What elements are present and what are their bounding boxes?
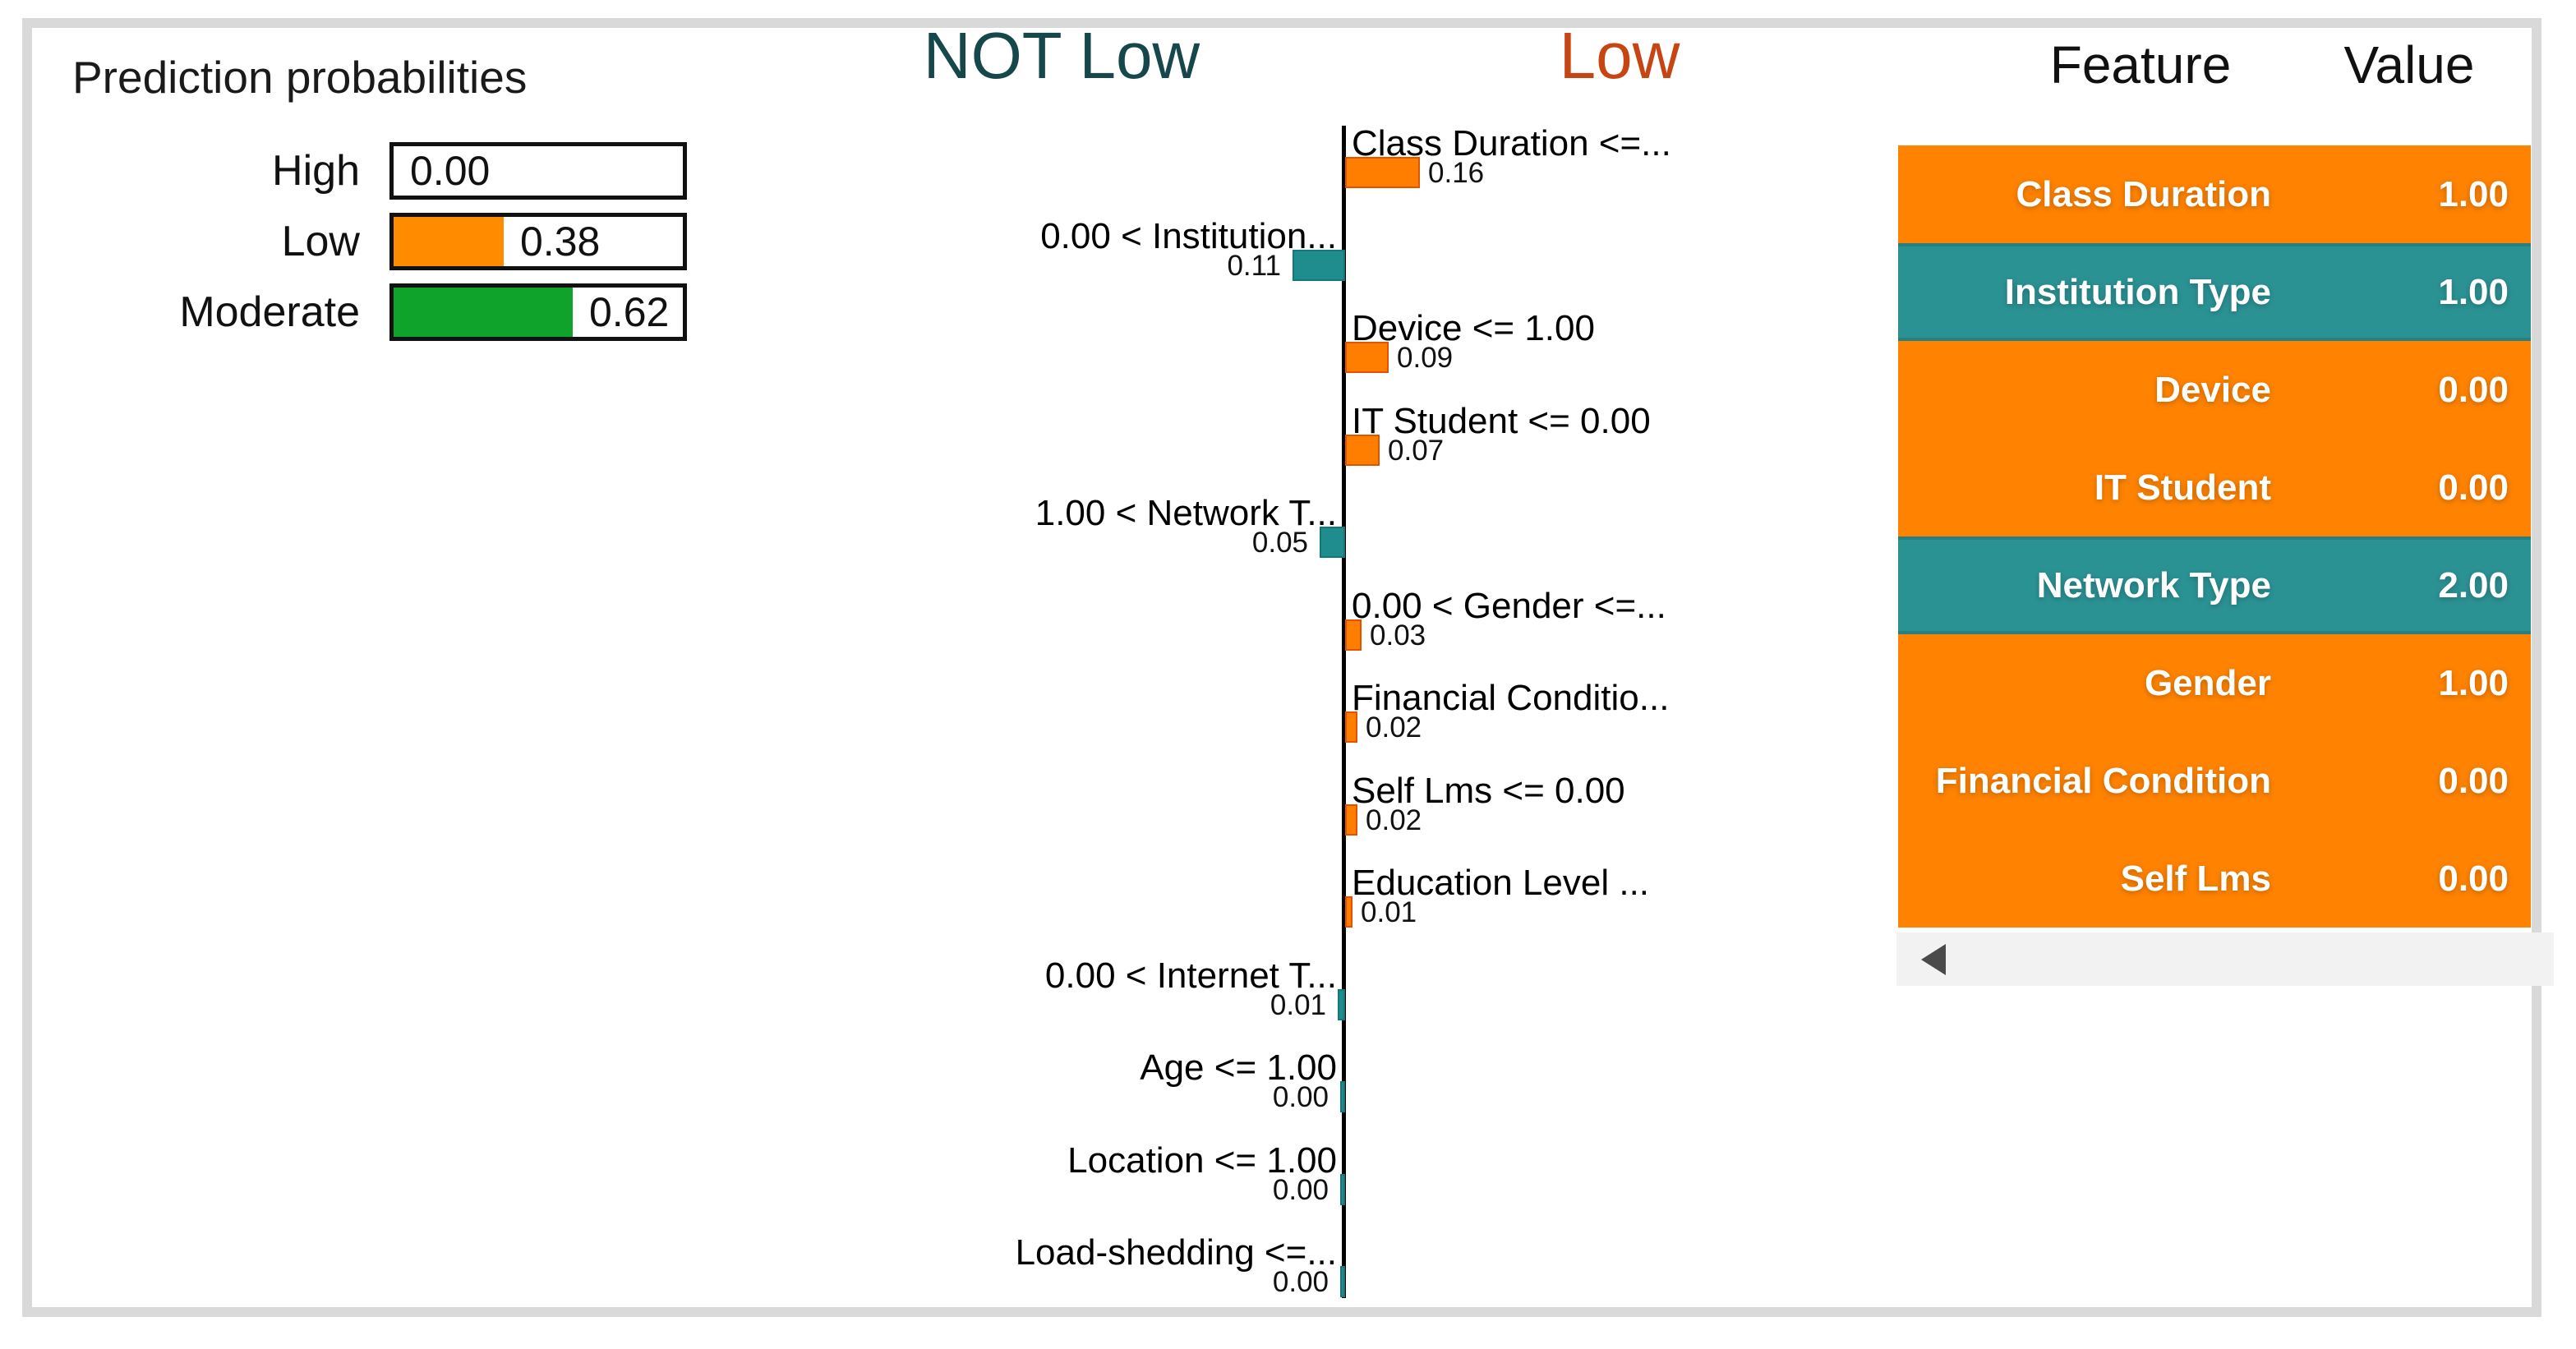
contribution-bar-not-low <box>1338 988 1345 1020</box>
contribution-bar-low <box>1345 803 1357 836</box>
contribution-value: 0.02 <box>1366 803 1422 836</box>
table-feature-name: Financial Condition <box>1935 760 2271 801</box>
feature-column-header: Feature <box>2049 35 2232 94</box>
feature-rule-label: Age <= 1.00 <box>1140 1047 1337 1088</box>
feature-rule-label: 0.00 < Gender <=... <box>1352 585 1666 626</box>
contribution-value: 0.03 <box>1370 619 1426 651</box>
prediction-probabilities-title: Prediction probabilities <box>72 52 528 103</box>
feature-rule-label: IT Student <= 0.00 <box>1352 400 1651 441</box>
table-feature-value: 0.00 <box>2438 467 2509 508</box>
contribution-value: 0.00 <box>1272 1081 1329 1113</box>
probability-row-low: Low 0.38 <box>0 213 740 270</box>
probability-label: Low <box>281 218 360 265</box>
table-feature-value: 2.00 <box>2438 564 2509 605</box>
contribution-bar-low <box>1345 157 1420 188</box>
probability-value: 0.00 <box>410 148 491 194</box>
probability-row-moderate: Moderate 0.62 <box>0 283 740 341</box>
probability-label: High <box>272 147 360 195</box>
table-row: Financial Condition 0.00 <box>1898 732 2531 830</box>
contribution-value: 0.00 <box>1272 1173 1329 1206</box>
contribution-bar-low <box>1345 619 1362 651</box>
contribution-value: 0.07 <box>1388 434 1445 467</box>
table-feature-name: Network Type <box>2036 564 2271 605</box>
table-row: Institution Type 1.00 <box>1898 243 2531 341</box>
chart-axis-line <box>1342 126 1346 1298</box>
class-header-not-low: NOT Low <box>923 19 1200 92</box>
contribution-value: 0.11 <box>1227 249 1281 282</box>
table-feature-value: 0.00 <box>2438 858 2509 899</box>
table-row: IT Student 0.00 <box>1898 439 2531 536</box>
table-row: Gender 1.00 <box>1898 634 2531 732</box>
table-feature-value: 1.00 <box>2438 173 2509 214</box>
probability-value: 0.62 <box>589 289 670 335</box>
table-feature-value: 1.00 <box>2438 271 2509 312</box>
table-row: Class Duration 1.00 <box>1898 145 2531 243</box>
table-feature-name: Class Duration <box>2016 173 2271 214</box>
probability-bar-fill <box>394 288 573 337</box>
feature-rule-label: Class Duration <=... <box>1352 123 1671 163</box>
table-row: Network Type 2.00 <box>1898 536 2531 634</box>
table-feature-name: Device <box>2154 369 2271 410</box>
probability-value: 0.38 <box>520 219 601 265</box>
feature-rule-label: 1.00 < Network T... <box>1035 493 1337 533</box>
feature-rule-label: Self Lms <= 0.00 <box>1352 770 1625 811</box>
table-feature-name: Gender <box>2144 662 2271 703</box>
scrollbar-left-arrow-icon[interactable] <box>1921 943 1946 975</box>
table-feature-name: Institution Type <box>2004 271 2271 312</box>
contribution-bar-not-low <box>1293 249 1345 281</box>
contribution-value: 0.00 <box>1272 1266 1329 1298</box>
feature-rule-label: 0.00 < Internet T... <box>1044 955 1337 996</box>
contribution-bar-low <box>1345 342 1389 373</box>
probability-label: Moderate <box>179 288 360 336</box>
contribution-value: 0.02 <box>1366 711 1422 744</box>
feature-value-table: Class Duration 1.00 Institution Type 1.00 De… <box>1898 145 2531 928</box>
probability-bar: 0.62 <box>389 283 687 341</box>
value-column-header: Value <box>2343 35 2475 94</box>
contribution-bar-low <box>1345 434 1380 466</box>
feature-rule-label: Financial Conditio... <box>1352 678 1670 718</box>
contribution-value: 0.16 <box>1428 157 1485 189</box>
table-row: Self Lms 0.00 <box>1898 830 2531 928</box>
table-feature-value: 1.00 <box>2438 662 2509 703</box>
class-header-low: Low <box>1559 19 1680 92</box>
table-horizontal-scrollbar[interactable] <box>1896 932 2554 986</box>
probability-bar: 0.38 <box>389 213 687 270</box>
contribution-bar-not-low <box>1340 1081 1345 1112</box>
probability-bar-fill <box>394 217 504 266</box>
feature-rule-label: Education Level ... <box>1352 863 1650 903</box>
feature-rule-label: Load-shedding <=... <box>1015 1232 1337 1273</box>
table-feature-name: IT Student <box>2094 467 2271 508</box>
probability-row-high: High 0.00 <box>0 142 740 200</box>
contribution-value: 0.01 <box>1361 896 1417 928</box>
feature-rule-label: Location <= 1.00 <box>1067 1140 1337 1181</box>
contribution-bar-not-low <box>1340 1173 1345 1205</box>
contribution-bar-not-low <box>1340 1266 1345 1297</box>
contribution-value: 0.01 <box>1270 988 1326 1021</box>
contribution-value: 0.05 <box>1251 527 1308 559</box>
table-row: Device 0.00 <box>1898 341 2531 439</box>
contribution-bar-low <box>1345 896 1353 928</box>
feature-rule-label: Device <= 1.00 <box>1352 308 1595 348</box>
contribution-bar-not-low <box>1320 527 1345 558</box>
table-feature-value: 0.00 <box>2438 369 2509 410</box>
table-feature-value: 0.00 <box>2438 760 2509 801</box>
probability-bar: 0.00 <box>389 142 687 200</box>
feature-rule-label: 0.00 < Institution... <box>1040 215 1337 256</box>
table-feature-name: Self Lms <box>2120 858 2271 899</box>
contribution-bar-low <box>1345 711 1357 743</box>
contribution-value: 0.09 <box>1397 342 1454 374</box>
